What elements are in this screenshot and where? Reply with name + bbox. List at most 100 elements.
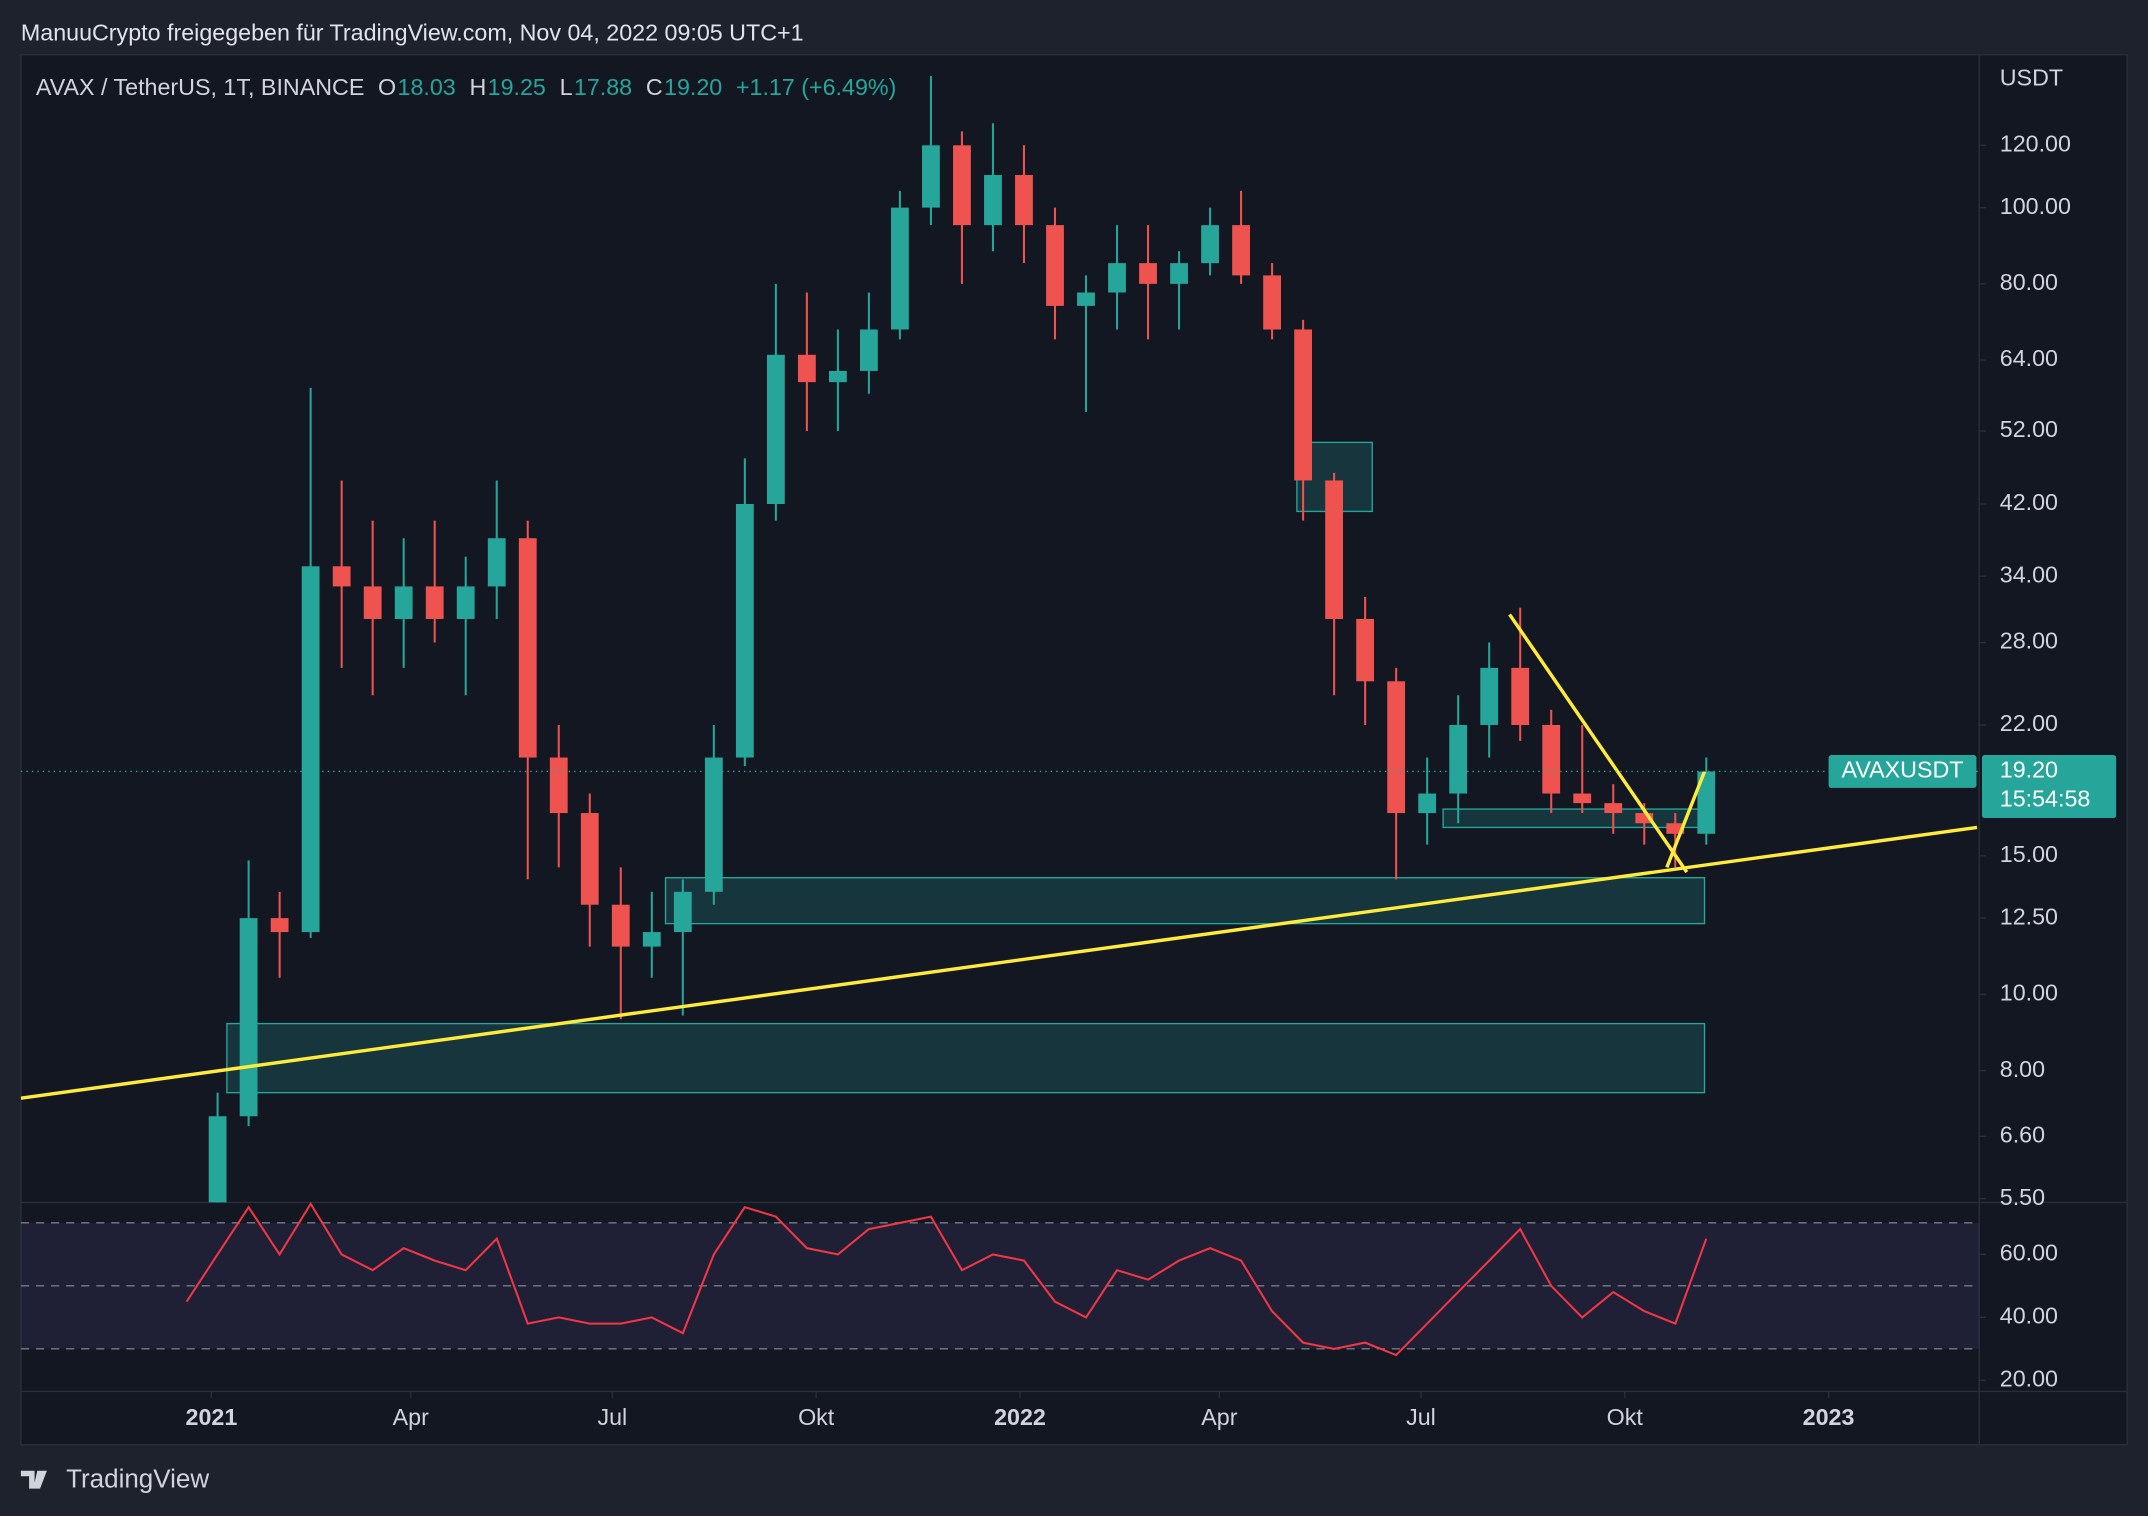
candle-body — [984, 175, 1002, 226]
candle-body — [828, 370, 847, 383]
legend-value: 17.88 — [574, 74, 632, 100]
x-tick-label: Jul — [1406, 1404, 1436, 1430]
candle-body — [1449, 724, 1468, 794]
logo-text: TradingView — [66, 1463, 209, 1493]
logo-icon — [20, 1470, 47, 1489]
price-tag-countdown: 15:54:58 — [2000, 785, 2091, 811]
legend-key: H — [469, 74, 486, 100]
candle-body — [1325, 480, 1344, 619]
candle-body — [704, 757, 723, 892]
y-tick-label: 42.00 — [2000, 489, 2058, 515]
candle-body — [1542, 724, 1561, 794]
candle-body — [1697, 771, 1716, 834]
candle-body — [270, 918, 289, 933]
y-tick-label: 8.00 — [2000, 1056, 2045, 1082]
x-tick-label: Apr — [1201, 1404, 1237, 1430]
candle-body — [1418, 793, 1437, 814]
candle-body — [797, 354, 816, 383]
x-tick-label: 2022 — [994, 1404, 1046, 1430]
y-tick-label: 12.50 — [2000, 903, 2058, 929]
candle-body — [456, 586, 475, 619]
legend-change: +1.17 (+6.49%) — [736, 74, 896, 100]
candle-body — [673, 891, 692, 933]
rsi-y-tick-label: 60.00 — [2000, 1240, 2058, 1266]
y-tick-label: 120.00 — [2000, 130, 2071, 156]
candle-body — [363, 586, 382, 619]
legend: AVAX / TetherUS, 1T, BINANCE O 18.03 H 19.25… — [36, 74, 896, 100]
y-tick-label: 100.00 — [2000, 193, 2071, 219]
zone — [226, 1022, 1706, 1094]
candle-body — [1046, 225, 1064, 306]
trendline — [1665, 770, 1707, 869]
zone — [664, 877, 1706, 925]
candles — [208, 75, 1716, 1203]
y-unit: USDT — [2000, 65, 2063, 91]
candle-body — [301, 566, 320, 933]
y-tick-label: 5.50 — [2000, 1184, 2045, 1210]
candle-body — [766, 354, 785, 505]
x-tick-label: Jul — [597, 1404, 627, 1430]
candle-body — [1666, 823, 1685, 834]
candle-body — [735, 504, 754, 758]
candle-body — [1201, 225, 1219, 264]
header: ManuuCrypto freigegeben für TradingView.… — [21, 19, 804, 45]
candle-body — [332, 566, 351, 587]
candle-body — [1294, 329, 1313, 481]
rsi-line — [185, 1202, 1708, 1357]
rsi-y-tick-label: 20.00 — [2000, 1366, 2058, 1392]
y-tick-label: 80.00 — [2000, 269, 2058, 295]
candle-body — [1015, 175, 1033, 226]
legend-symbol: AVAX / TetherUS, 1T, BINANCE — [36, 74, 364, 100]
x-tick-label: 2023 — [1803, 1404, 1855, 1430]
legend-value: 18.03 — [398, 74, 456, 100]
y-tick-label: 64.00 — [2000, 345, 2058, 371]
candle-body — [860, 329, 878, 371]
candle-body — [1263, 275, 1281, 330]
candle-body — [1480, 667, 1499, 725]
candle-body — [487, 538, 506, 587]
chart-area — [20, 54, 2128, 1446]
candle-body — [425, 586, 444, 619]
trendline — [1508, 613, 1689, 874]
candle-body — [1604, 803, 1623, 814]
candle-body — [611, 904, 630, 947]
y-tick-label: 6.60 — [2000, 1122, 2045, 1148]
legend-value: 19.20 — [664, 74, 722, 100]
candle-body — [1108, 263, 1126, 293]
trendline — [20, 825, 1978, 1100]
candle-body — [1077, 292, 1095, 306]
candle-body — [518, 538, 537, 758]
candle-body — [1139, 263, 1157, 284]
candle-body — [1573, 793, 1592, 804]
y-tick-label: 22.00 — [2000, 710, 2058, 736]
candle-body — [1635, 813, 1654, 824]
price-tag-label: 19.20 — [2000, 757, 2058, 783]
candle-body — [1170, 263, 1188, 284]
x-tick-label: Okt — [798, 1404, 835, 1430]
zones — [226, 441, 1706, 1094]
candle-body — [1387, 681, 1406, 814]
candle-body — [394, 586, 413, 619]
candle-body — [642, 932, 661, 947]
legend-key: C — [646, 74, 663, 100]
y-tick-label: 34.00 — [2000, 561, 2058, 587]
candle-body — [1511, 667, 1530, 725]
y-tick-label: 10.00 — [2000, 980, 2058, 1006]
y-tick-label: 52.00 — [2000, 416, 2058, 442]
logo: TradingView — [20, 1463, 209, 1493]
candle-body — [891, 207, 909, 330]
candle-body — [239, 918, 258, 1117]
x-tick-label: 2021 — [186, 1404, 238, 1430]
y-tick-label: 15.00 — [2000, 841, 2058, 867]
symbol-tag-label: AVAXUSDT — [1842, 757, 1964, 783]
candle-body — [1232, 225, 1250, 276]
price-tag — [1981, 755, 2117, 819]
x-tick-label: Okt — [1607, 1404, 1644, 1430]
candle-body — [922, 145, 940, 208]
y-tick-label: 28.00 — [2000, 628, 2058, 654]
symbol-tag — [1828, 755, 1977, 788]
legend-value: 19.25 — [488, 74, 546, 100]
zone — [1442, 808, 1706, 829]
